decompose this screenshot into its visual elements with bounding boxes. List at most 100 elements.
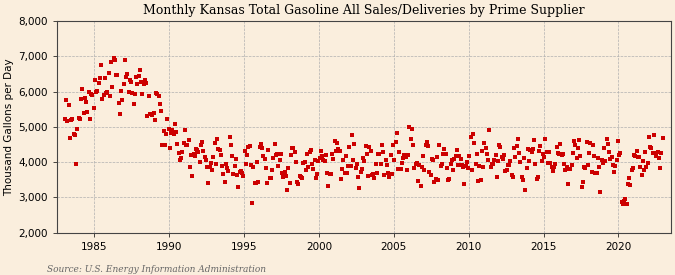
Point [371, 162, 381, 166]
Point [490, 153, 501, 157]
Point [131, 75, 142, 79]
Point [209, 141, 220, 146]
Point [137, 92, 148, 96]
Point [389, 158, 400, 162]
Point [350, 166, 361, 170]
Point [267, 167, 277, 172]
Point [626, 168, 637, 172]
Point [244, 144, 255, 148]
Point [609, 170, 620, 175]
Point [224, 135, 235, 139]
Point [74, 116, 85, 121]
Point [223, 169, 234, 173]
Point [650, 151, 661, 155]
Point [278, 175, 289, 180]
Point [65, 135, 76, 140]
Point [99, 76, 110, 80]
Point [144, 112, 155, 117]
Point [594, 165, 605, 169]
Point [253, 180, 264, 184]
Point [188, 152, 199, 156]
Point [549, 165, 560, 169]
Point [314, 155, 325, 160]
Point [148, 111, 159, 115]
Point [643, 135, 654, 139]
Point [387, 143, 398, 147]
Point [174, 158, 185, 162]
Point [630, 154, 641, 158]
Point [72, 127, 83, 131]
Point [339, 170, 350, 175]
Point [493, 159, 504, 163]
Point [640, 150, 651, 154]
Point [434, 143, 445, 147]
Point [602, 142, 613, 146]
Point [403, 153, 414, 157]
Point [124, 78, 135, 82]
Point [184, 165, 195, 169]
Point [84, 117, 95, 122]
Point [346, 133, 357, 138]
Point [227, 154, 238, 158]
Point [400, 155, 411, 159]
Point [283, 166, 294, 170]
Point [348, 157, 358, 162]
Point [111, 73, 122, 78]
Point [333, 147, 344, 152]
Point [206, 161, 217, 165]
Point [183, 138, 194, 142]
Point [387, 172, 398, 176]
Point [562, 182, 573, 186]
Point [421, 143, 431, 147]
Point [394, 149, 405, 154]
Point [647, 151, 658, 155]
Point [272, 152, 283, 157]
Point [197, 139, 208, 144]
Point [119, 58, 130, 62]
Point [543, 161, 554, 165]
Point [258, 153, 269, 158]
Point [539, 155, 549, 160]
Point [233, 185, 244, 189]
Point [86, 91, 97, 96]
Point [313, 159, 324, 163]
Point [249, 181, 260, 185]
Point [503, 163, 514, 167]
Point [374, 152, 385, 156]
Point [575, 154, 586, 158]
Point [176, 155, 186, 160]
Point [237, 171, 248, 175]
Point [359, 159, 370, 163]
Point [383, 171, 394, 175]
Point [337, 167, 348, 172]
Point [459, 182, 470, 186]
Point [392, 131, 402, 136]
Point [450, 154, 461, 158]
Point [344, 144, 355, 149]
Point [286, 153, 296, 157]
Point [491, 175, 502, 179]
Point [412, 179, 423, 183]
Point [81, 100, 92, 104]
Point [553, 150, 564, 155]
Point [586, 170, 597, 175]
Point [364, 145, 375, 149]
Point [306, 162, 317, 166]
Point [610, 164, 621, 169]
Point [171, 130, 182, 134]
Point [92, 89, 103, 93]
Point [512, 144, 522, 148]
Point [572, 145, 583, 150]
Point [653, 156, 664, 161]
Point [138, 82, 149, 86]
Point [612, 139, 623, 143]
Point [324, 172, 335, 177]
Point [180, 128, 190, 132]
Point [186, 153, 196, 158]
Point [59, 117, 70, 122]
Point [521, 165, 532, 170]
Point [628, 153, 639, 158]
Point [205, 164, 215, 169]
Point [540, 137, 551, 142]
Point [178, 141, 189, 145]
